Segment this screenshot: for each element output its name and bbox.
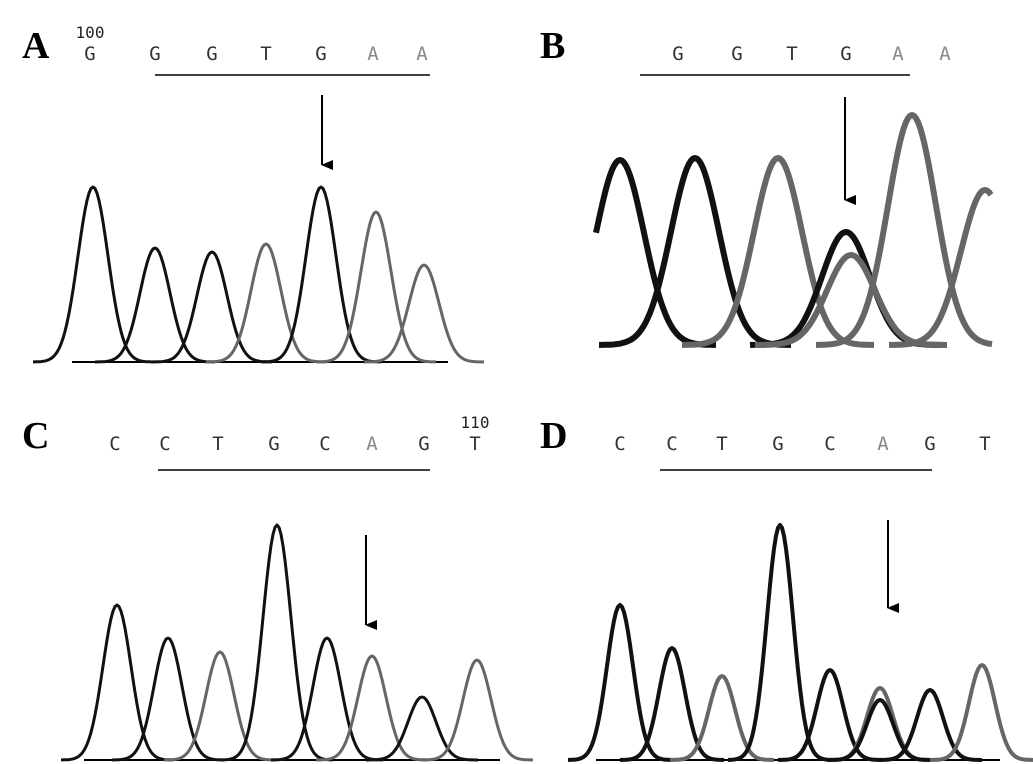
base-call: G	[672, 43, 683, 65]
base-call: A	[367, 43, 379, 65]
trace-peak	[749, 229, 943, 348]
trace-peak	[316, 210, 436, 364]
base-call: G	[268, 433, 279, 455]
trace-peak	[828, 698, 932, 762]
trace-peak	[777, 668, 883, 762]
trace-peak	[728, 523, 832, 762]
base-call: G	[206, 43, 217, 65]
trace-peak	[221, 523, 333, 762]
base-call: C	[109, 433, 120, 455]
base-call: T	[786, 43, 797, 65]
base-call: A	[366, 433, 378, 455]
position-number: 100	[76, 23, 105, 42]
base-call: A	[939, 43, 951, 65]
base-call: T	[212, 433, 223, 455]
base-call: T	[979, 433, 990, 455]
base-call: T	[716, 433, 727, 455]
position-number: 110	[461, 413, 490, 432]
trace-peak	[878, 688, 982, 762]
base-call: C	[159, 433, 170, 455]
base-call: G	[840, 43, 851, 65]
base-call: G	[418, 433, 429, 455]
base-call: T	[469, 433, 480, 455]
trace-peak	[363, 263, 485, 364]
trace-peak	[163, 650, 277, 762]
base-call: A	[892, 43, 904, 65]
base-call: A	[416, 43, 428, 65]
trace-peak	[593, 157, 717, 348]
panel-label: C	[22, 415, 49, 457]
trace-peak	[61, 603, 173, 762]
trace-peak	[111, 636, 225, 762]
panel-label: A	[22, 25, 50, 67]
trace-peak	[270, 636, 384, 762]
trace-peak	[568, 603, 672, 762]
trace-peak	[315, 654, 429, 762]
trace-peak	[669, 674, 775, 762]
panel-label: D	[540, 415, 567, 457]
trace-peak	[205, 242, 327, 364]
base-call: G	[149, 43, 160, 65]
base-call: C	[319, 433, 330, 455]
base-call: C	[824, 433, 835, 455]
trace-peak	[420, 658, 534, 762]
trace-peak	[888, 187, 994, 348]
trace-peak	[94, 246, 216, 364]
panel-label: B	[540, 25, 565, 67]
trace-peak	[261, 185, 381, 364]
base-call: G	[731, 43, 742, 65]
base-call: C	[614, 433, 625, 455]
trace-peak	[929, 663, 1033, 762]
base-call: G	[315, 43, 326, 65]
base-call: G	[924, 433, 935, 455]
trace-peak	[366, 695, 478, 762]
trace-peak	[33, 185, 153, 364]
base-call: G	[84, 43, 95, 65]
trace-peak	[598, 155, 792, 348]
trace-peak	[815, 112, 993, 348]
base-call: G	[772, 433, 783, 455]
trace-peak	[619, 646, 725, 762]
base-call: T	[260, 43, 271, 65]
trace-peak	[151, 250, 273, 364]
base-call: A	[877, 433, 889, 455]
base-call: C	[666, 433, 677, 455]
